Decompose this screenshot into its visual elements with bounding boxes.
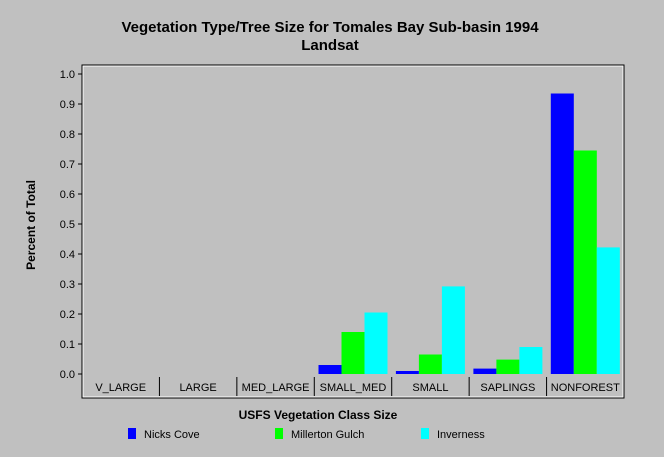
legend-swatch: [421, 428, 429, 439]
bar-nicks-cove-saplings: [473, 368, 497, 374]
bars: [318, 93, 620, 374]
bar-nicks-cove-nonforest: [550, 93, 574, 374]
bar-inverness-small-med: [364, 312, 388, 374]
chart-subtitle: Landsat: [301, 37, 359, 54]
y-tick-label: 0.4: [60, 249, 75, 261]
legend-swatch: [275, 428, 283, 439]
bar-millerton-gulch-small: [418, 354, 442, 374]
y-axis-label: Percent of Total: [24, 180, 38, 270]
y-tick-label: 0.7: [60, 159, 75, 171]
bar-inverness-saplings: [519, 347, 543, 374]
bar-inverness-small: [441, 286, 465, 374]
bar-inverness-nonforest: [596, 247, 620, 374]
y-tick-label: 0.1: [60, 339, 75, 351]
legend-label: Inverness: [437, 429, 485, 441]
y-axis: 0.0 0.1 0.2 0.3 0.4 0.5 0.6 0.7 0.8 0.9 1.0: [60, 69, 82, 381]
plot-frame-highlight: [82, 65, 624, 398]
x-tick-label: SMALL_MED: [320, 382, 387, 394]
x-axis: V_LARGE LARGE MED_LARGE SMALL_MED SMALL SAPLI…: [95, 377, 620, 396]
y-tick-label: 0.0: [60, 369, 75, 381]
bar-nicks-cove-small-med: [318, 365, 342, 374]
legend: Nicks Cove Millerton Gulch Inverness: [128, 428, 485, 441]
bar-nicks-cove-small: [395, 371, 419, 374]
x-tick-label: LARGE: [179, 382, 216, 394]
y-tick-label: 1.0: [60, 69, 75, 81]
chart-title: Vegetation Type/Tree Size for Tomales Ba…: [121, 19, 539, 36]
x-tick-label: MED_LARGE: [242, 382, 310, 394]
x-tick-label: NONFOREST: [551, 382, 620, 394]
legend-label: Millerton Gulch: [291, 429, 364, 441]
bar-millerton-gulch-nonforest: [573, 150, 597, 374]
bar-millerton-gulch-saplings: [496, 359, 520, 374]
x-axis-label: USFS Vegetation Class Size: [239, 408, 398, 422]
y-tick-label: 0.2: [60, 309, 75, 321]
legend-label: Nicks Cove: [144, 429, 200, 441]
y-tick-label: 0.6: [60, 189, 75, 201]
bar-millerton-gulch-small-med: [341, 332, 365, 374]
y-tick-label: 0.8: [60, 129, 75, 141]
legend-swatch: [128, 428, 136, 439]
y-tick-label: 0.9: [60, 99, 75, 111]
x-tick-label: SMALL: [412, 382, 448, 394]
y-tick-label: 0.3: [60, 279, 75, 291]
x-tick-label: V_LARGE: [95, 382, 146, 394]
x-tick-label: SAPLINGS: [480, 382, 535, 394]
y-tick-label: 0.5: [60, 219, 75, 231]
